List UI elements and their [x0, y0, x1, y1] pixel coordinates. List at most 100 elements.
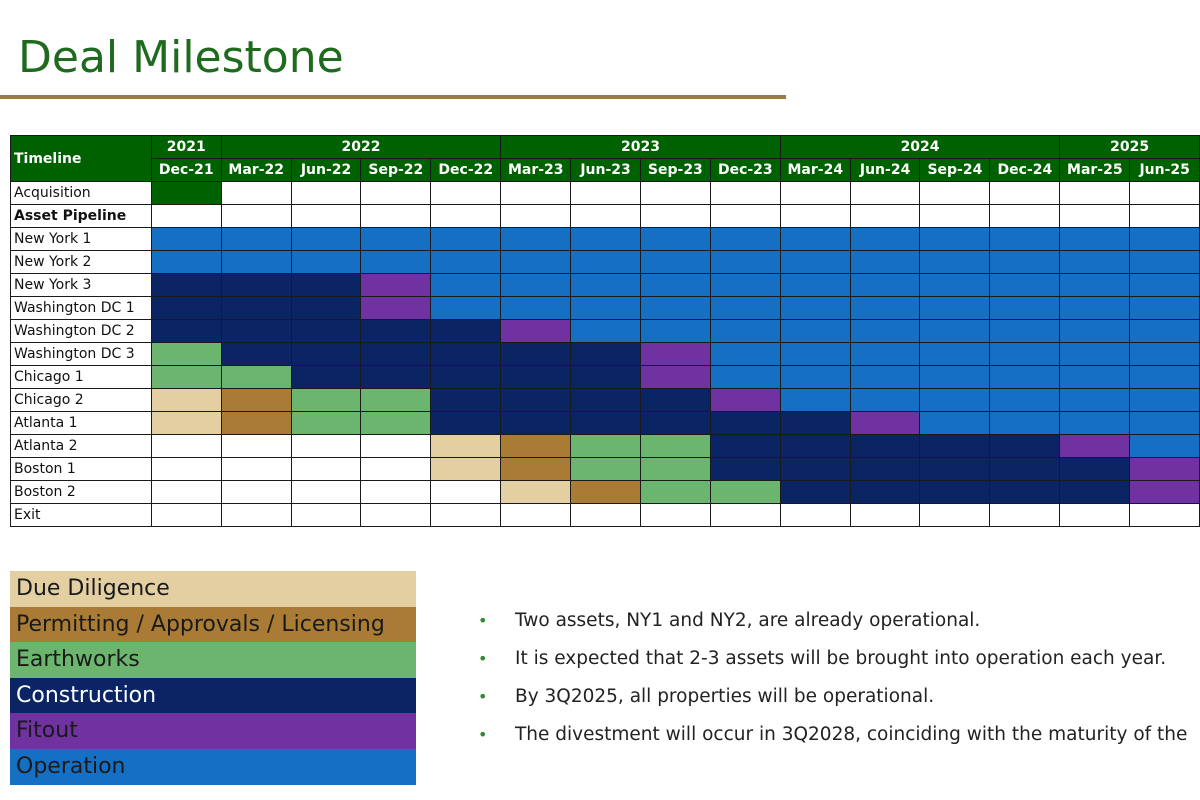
phase-cell — [849, 480, 921, 504]
gantt-row: Washington DC 2 — [10, 319, 1200, 343]
year-header: 2024 — [779, 135, 1061, 159]
phase-cell — [1059, 181, 1131, 205]
phase-cell — [430, 273, 502, 297]
phase-cell — [430, 181, 502, 205]
phase-cell — [150, 388, 222, 412]
phase-cell — [849, 273, 921, 297]
phase-cell — [709, 319, 781, 343]
legend-item: Permitting / Approvals / Licensing — [10, 606, 416, 643]
row-label: Asset Pipeline — [10, 204, 152, 228]
phase-cell — [1129, 503, 1200, 527]
phase-cell — [849, 227, 921, 251]
phase-cell — [290, 457, 362, 481]
phase-cell — [639, 319, 711, 343]
gantt-row: Acquisition — [10, 181, 1200, 205]
phase-cell — [779, 388, 851, 412]
phase-cell — [849, 342, 921, 366]
phase-cell — [639, 296, 711, 320]
period-header: Sep-24 — [919, 158, 991, 182]
phase-cell — [430, 296, 502, 320]
period-header: Jun-23 — [570, 158, 641, 182]
year-header: 2023 — [500, 135, 781, 159]
phase-cell — [360, 227, 432, 251]
phase-cell — [849, 365, 921, 389]
key-notes-list: • Two assets, NY1 and NY2, are already op… — [470, 602, 1200, 754]
period-header: Dec-24 — [989, 158, 1061, 182]
period-header: Mar-25 — [1059, 158, 1131, 182]
phase-cell — [360, 250, 432, 274]
phase-cell — [849, 319, 921, 343]
phase-cell — [570, 457, 641, 481]
period-header: Jun-24 — [849, 158, 921, 182]
phase-cell — [1059, 503, 1131, 527]
phase-cell — [150, 181, 222, 205]
phase-cell — [290, 480, 362, 504]
phase-cell — [919, 319, 991, 343]
phase-cell — [1059, 296, 1131, 320]
phase-cell — [989, 204, 1061, 228]
phase-cell — [570, 434, 641, 458]
phase-cell — [709, 480, 781, 504]
period-header: Mar-22 — [220, 158, 292, 182]
phase-cell — [919, 296, 991, 320]
phase-cell — [500, 250, 572, 274]
phase-cell — [360, 204, 432, 228]
phase-cell — [150, 457, 222, 481]
period-header: Mar-23 — [500, 158, 572, 182]
phase-cell — [430, 480, 502, 504]
row-label: Atlanta 1 — [10, 411, 152, 435]
phase-cell — [430, 227, 502, 251]
phase-cell — [150, 319, 222, 343]
phase-cell — [779, 434, 851, 458]
legend-item: Construction — [10, 677, 416, 714]
phase-cell — [430, 434, 502, 458]
gantt-row: Exit — [10, 503, 1200, 527]
legend-item: Fitout — [10, 713, 416, 749]
phase-cell — [360, 273, 432, 297]
phase-cell — [709, 273, 781, 297]
phase-cell — [989, 181, 1061, 205]
phase-cell — [570, 388, 641, 412]
phase-cell — [500, 319, 572, 343]
phase-cell — [570, 273, 641, 297]
phase-cell — [500, 365, 572, 389]
phase-cell — [220, 204, 292, 228]
phase-cell — [989, 457, 1061, 481]
period-header: Dec-21 — [150, 158, 222, 182]
phase-cell — [290, 181, 362, 205]
phase-cell — [1129, 181, 1200, 205]
bullet-icon: • — [478, 687, 488, 706]
phase-cell — [779, 319, 851, 343]
phase-cell — [709, 342, 781, 366]
phase-cell — [779, 204, 851, 228]
phase-cell — [639, 388, 711, 412]
bullet-icon: • — [478, 725, 488, 744]
row-label: Washington DC 1 — [10, 296, 152, 320]
phase-cell — [150, 296, 222, 320]
phase-cell — [500, 457, 572, 481]
phase-cell — [360, 181, 432, 205]
phase-cell — [989, 273, 1061, 297]
row-label: Chicago 1 — [10, 365, 152, 389]
row-label: New York 1 — [10, 227, 152, 251]
phase-cell — [220, 365, 292, 389]
note-item: • It is expected that 2-3 assets will be … — [470, 640, 1200, 678]
phase-cell — [570, 365, 641, 389]
phase-cell — [989, 480, 1061, 504]
phase-cell — [779, 365, 851, 389]
phase-cell — [150, 204, 222, 228]
gantt-row: New York 2 — [10, 250, 1200, 274]
row-label: Boston 1 — [10, 457, 152, 481]
phase-cell — [570, 227, 641, 251]
phase-cell — [220, 250, 292, 274]
phase-cell — [500, 342, 572, 366]
row-label: Chicago 2 — [10, 388, 152, 412]
gantt-row: Asset Pipeline — [10, 204, 1200, 228]
phase-cell — [709, 181, 781, 205]
phase-cell — [849, 250, 921, 274]
phase-cell — [360, 365, 432, 389]
phase-cell — [220, 434, 292, 458]
phase-cell — [360, 434, 432, 458]
phase-cell — [360, 342, 432, 366]
phase-cell — [570, 503, 641, 527]
